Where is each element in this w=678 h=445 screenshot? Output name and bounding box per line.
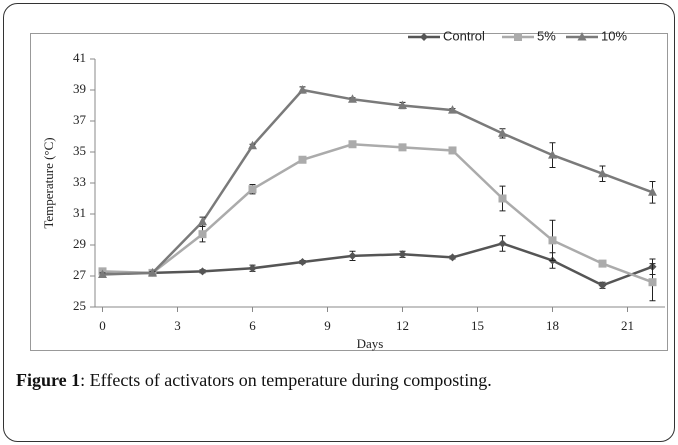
chart-border	[30, 33, 668, 351]
x-tick-label: 18	[546, 318, 559, 333]
x-tick-label: 15	[471, 318, 484, 333]
marker	[548, 150, 557, 159]
y-tick-label: 35	[73, 143, 86, 158]
y-tick-label: 39	[73, 81, 86, 96]
x-tick-label: 12	[396, 318, 409, 333]
y-tick-label: 27	[73, 267, 87, 282]
marker	[348, 251, 357, 260]
series-line	[102, 88, 653, 276]
marker	[648, 187, 657, 196]
x-tick-label: 0	[99, 318, 106, 333]
series-line	[102, 242, 653, 287]
y-tick-label: 41	[73, 50, 86, 65]
marker	[348, 94, 357, 103]
marker	[398, 250, 407, 259]
marker	[420, 33, 428, 41]
caption-label: Figure 1	[16, 370, 81, 390]
marker	[98, 269, 107, 278]
marker	[298, 258, 307, 267]
x-tick-label: 3	[174, 318, 181, 333]
y-tick-label: 33	[73, 174, 86, 189]
marker	[498, 194, 507, 203]
marker	[498, 239, 507, 248]
marker	[498, 128, 507, 137]
marker	[448, 253, 457, 262]
marker	[198, 216, 207, 226]
marker	[548, 236, 557, 245]
legend-label: 5%	[537, 28, 556, 43]
marker	[198, 267, 207, 276]
marker	[398, 143, 407, 152]
marker	[598, 281, 607, 290]
marker	[248, 264, 257, 273]
marker	[514, 33, 522, 41]
legend-label: 10%	[601, 28, 627, 43]
legend-label: Control	[443, 28, 485, 43]
caption-text: : Effects of activators on temperature d…	[80, 370, 492, 390]
marker	[648, 278, 657, 287]
marker	[298, 85, 307, 94]
marker	[148, 267, 157, 277]
x-tick-label: 6	[249, 318, 256, 333]
y-axis-label: Temperature (°C)	[41, 137, 56, 228]
y-tick-label: 25	[73, 298, 86, 313]
x-tick-label: 9	[324, 318, 331, 333]
marker	[298, 155, 307, 164]
y-tick-label: 31	[73, 205, 86, 220]
marker	[448, 146, 457, 155]
figure-border	[3, 3, 675, 442]
marker	[448, 105, 457, 114]
marker	[577, 32, 587, 41]
marker	[398, 100, 407, 109]
marker	[348, 140, 357, 149]
marker	[248, 140, 257, 150]
x-axis-label: Days	[357, 336, 384, 351]
caption: Figure 1: Effects of activators on tempe…	[16, 370, 492, 391]
x-tick-label: 21	[621, 318, 634, 333]
marker	[598, 259, 607, 268]
y-tick-label: 29	[73, 236, 86, 251]
marker	[198, 230, 207, 239]
y-tick-label: 37	[73, 112, 87, 127]
series-line	[102, 142, 653, 284]
marker	[248, 185, 257, 194]
marker	[598, 168, 607, 178]
